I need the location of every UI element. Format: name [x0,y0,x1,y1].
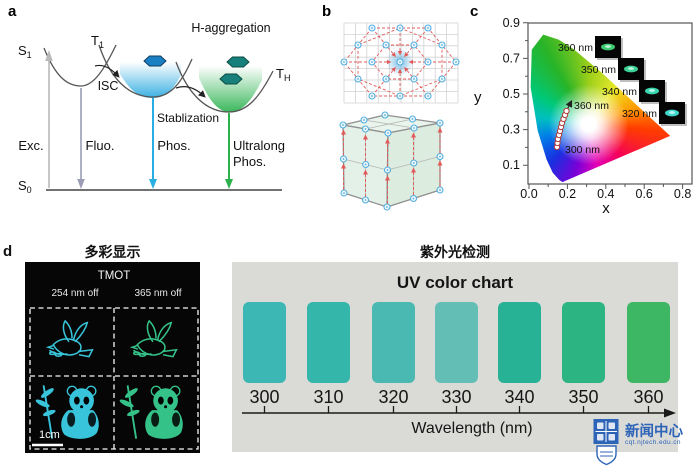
news-center-watermark: 新闻中心 cqt.njtech.edu.cn [592,416,698,466]
y-tick-labels: 0.9 0.7 0.5 0.3 0.1 [503,16,520,172]
uv-color-chart-panel: UV color chart 300 310 320 330 340 350 3… [232,262,678,452]
scale-bar-label: 1cm [39,429,60,441]
fluorescence-label: Fluo. [86,138,115,153]
svg-text:350 nm: 350 nm [581,64,616,76]
panel-c-label: c [470,3,478,20]
x-axis-label: x [602,200,610,217]
excitation-arrow [45,50,53,188]
wavelength-tick-330: 330 [441,387,472,407]
wavelength-tick-340: 340 [504,387,535,407]
sample-name-label: TMOT [98,270,131,282]
svg-text:0.6: 0.6 [636,187,653,201]
wavelength-tick-320: 320 [378,387,409,407]
dove-photo-254nm [47,320,94,358]
stabilization-label: Stablization [157,111,219,125]
swatch-310nm [307,302,350,383]
svg-text:340 nm: 340 nm [602,86,637,98]
trail-top-label: 360 nm [574,100,609,112]
cie-data-points [553,107,570,151]
panel-a-label: a [8,3,17,20]
swatch-340nm [498,302,541,383]
well-fills [120,62,262,112]
svg-text:0.7: 0.7 [503,52,520,66]
svg-text:320 nm: 320 nm [622,108,657,120]
panel-b-label: b [322,3,331,20]
wavelength-tick-350: 350 [568,387,599,407]
state-t1-label: T1 [91,33,104,50]
h-aggregation-label: H-aggregation [191,21,270,35]
column-label-365nm: 365 nm off [134,288,181,299]
inset-360nm: 360 nm [558,36,623,60]
wavelength-tick-310: 310 [313,387,344,407]
inset-350nm: 350 nm [581,58,646,82]
isc-label: ISC [98,79,119,93]
svg-text:0.9: 0.9 [503,16,520,30]
swatch-300nm [243,302,286,383]
svg-text:0.0: 0.0 [520,187,537,201]
swatch-330nm [435,302,478,383]
uv-chart-title: UV color chart [396,273,514,292]
isc-arrow [94,64,120,78]
swatch-320nm [372,302,415,383]
ultralong-phos-label-line1: Ultralong [233,138,285,153]
state-s1-label: S1 [18,43,32,60]
blue-monomer-molecule-icon [143,55,167,67]
inset-320nm: 320 nm [622,102,687,126]
svg-text:0.5: 0.5 [503,87,520,101]
teal-aggregate-molecule-icon-2 [219,73,243,85]
fluorescence-arrow [77,88,85,189]
wavelength-axis-label: Wavelength (nm) [411,420,533,437]
x-tick-labels: 0.0 0.2 0.4 0.6 0.8 [520,187,691,201]
trail-bottom-label: 300 nm [565,144,600,156]
stabilization-arrow [175,86,206,98]
inset-photos: 360 nm 350 nm 340 nm 320 n [558,36,687,126]
display-section-title: 多彩显示 [84,244,141,260]
panel-a-jablonski-diagram: a H-aggregation [8,3,290,195]
panda-photo-365nm [117,384,184,440]
wavelength-tick-360: 360 [633,387,664,407]
wavelength-tick-300: 300 [249,387,280,407]
swatch-360nm [627,302,670,383]
quadrant-dividers [29,307,199,450]
3d-unit-cell-diagram [339,111,444,211]
column-label-254nm: 254 nm off [51,288,98,299]
dove-photo-365nm [131,320,178,358]
y-axis-label: y [474,89,482,106]
teal-aggregate-molecule-icon-1 [226,56,250,68]
panel-b-crystal-schematics: b [322,3,460,211]
uv-detection-section-title: 紫外光检测 [420,244,490,260]
svg-text:0.4: 0.4 [597,187,614,201]
news-center-label: 新闻中心 [625,424,683,440]
display-photo-panel: TMOT 254 nm off 365 nm off 1cm [25,262,200,453]
plot-frame [527,22,693,185]
phosphorescence-arrow [149,98,157,189]
svg-text:0.8: 0.8 [674,187,691,201]
axis-ticks [523,22,684,189]
2d-lattice-diagram [340,22,460,104]
panel-d-label: d [3,243,13,260]
state-th-label: TH [276,66,290,83]
wavelength-axis [242,406,676,418]
svg-text:360 nm: 360 nm [558,42,593,54]
inset-340nm: 340 nm [602,80,667,104]
ultralong-phos-label-line2: Phos. [233,154,266,169]
swatch-350nm [562,302,605,383]
svg-text:0.1: 0.1 [503,158,520,172]
svg-text:0.2: 0.2 [559,187,576,201]
ultralong-phosphorescence-arrow [225,113,233,189]
panel-c-cie-plot: c 0.9 0.7 0.5 0.3 0.1 0.0 0.2 0.4 0.6 0.… [470,3,693,217]
news-center-url: cqt.njtech.edu.cn [625,439,681,446]
excitation-label: Exc. [18,138,43,153]
state-s0-label: S0 [18,178,32,195]
phosphorescence-label: Phos. [157,138,190,153]
university-seal-icon [593,419,619,466]
svg-text:0.3: 0.3 [503,123,520,137]
